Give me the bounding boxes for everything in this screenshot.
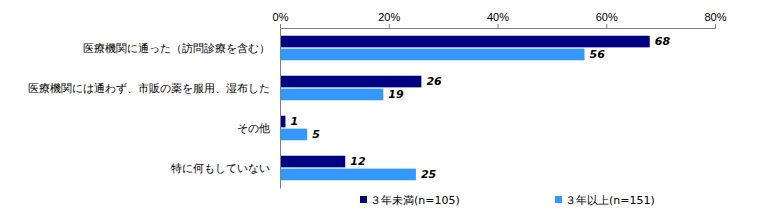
legend-label: ３年未満(n=105) bbox=[370, 194, 460, 207]
tick-label: 医療機関に通った（訪問診療を含む） bbox=[83, 42, 270, 54]
data-label: 5 bbox=[312, 128, 320, 141]
tick-mark bbox=[498, 24, 499, 28]
data-label: 19 bbox=[388, 88, 404, 101]
tick-label: 60% bbox=[596, 11, 618, 23]
tick: 医療機関に通った（訪問診療を含む） bbox=[83, 42, 270, 54]
tick-mark bbox=[389, 24, 390, 28]
plot: 68 26 1 12 56 19 5 25 0% 20% 40% 60% 80% 医療機関に通った（訪問診… bbox=[28, 11, 727, 189]
x-axis: 0% 20% 40% 60% 80% bbox=[273, 11, 727, 29]
tick-label: その他 bbox=[237, 122, 270, 134]
tick: 20% bbox=[378, 11, 400, 28]
tick-label: 40% bbox=[487, 11, 509, 23]
tick: 40% bbox=[487, 11, 509, 28]
bar bbox=[280, 129, 307, 141]
tick-label: 0% bbox=[273, 11, 289, 23]
legend-swatch bbox=[555, 196, 562, 203]
data-labels: 68 26 1 12 56 19 5 25 bbox=[290, 35, 670, 181]
data-label: 56 bbox=[590, 48, 606, 61]
axis-line bbox=[281, 24, 716, 29]
chart: 68 26 1 12 56 19 5 25 0% 20% 40% 60% 80% 医療機関に通った（訪問診… bbox=[0, 0, 757, 211]
tick-mark bbox=[280, 24, 281, 28]
data-label: 68 bbox=[655, 35, 671, 48]
tick: 60% bbox=[596, 11, 618, 28]
bar bbox=[280, 49, 585, 61]
tick: 医療機関には通わず、市販の薬を服用、湿布した bbox=[28, 82, 270, 95]
tick-mark bbox=[606, 24, 607, 28]
bar bbox=[280, 36, 650, 48]
bar bbox=[280, 169, 416, 181]
bar bbox=[280, 89, 383, 101]
bar bbox=[280, 76, 421, 88]
tick: 特に何もしていない bbox=[171, 162, 270, 174]
tick: 80% bbox=[704, 11, 726, 28]
tick: 0% bbox=[273, 11, 289, 28]
tick-label: 医療機関には通わず、市販の薬を服用、湿布した bbox=[28, 82, 270, 95]
tick-mark bbox=[715, 24, 716, 28]
y-axis: 医療機関に通った（訪問診療を含む） 医療機関には通わず、市販の薬を服用、湿布したそ… bbox=[28, 29, 281, 189]
data-label: 26 bbox=[426, 75, 442, 88]
data-label: 12 bbox=[350, 155, 366, 168]
tick-label: 80% bbox=[704, 11, 726, 23]
legend-swatch bbox=[360, 196, 367, 203]
legend: ３年未満(n=105) ３年以上(n=151) bbox=[360, 194, 655, 207]
bars bbox=[280, 36, 650, 181]
tick: その他 bbox=[237, 122, 270, 134]
axis-line bbox=[280, 29, 281, 189]
data-label: 1 bbox=[290, 115, 298, 128]
data-label: 25 bbox=[421, 168, 437, 181]
bar bbox=[280, 156, 345, 168]
tick-label: 特に何もしていない bbox=[171, 162, 270, 174]
tick-label: 20% bbox=[378, 11, 400, 23]
legend-label: ３年以上(n=151) bbox=[565, 194, 655, 207]
